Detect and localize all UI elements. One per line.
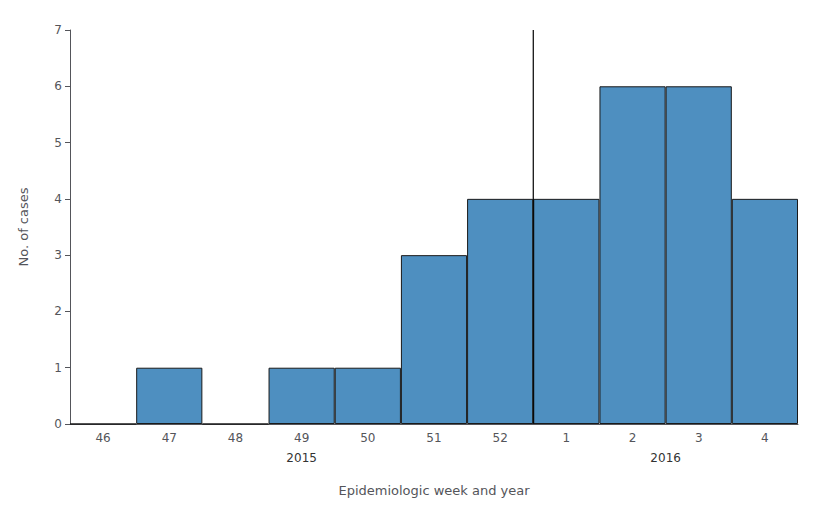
svg-text:4: 4 [761,431,769,445]
svg-text:4: 4 [54,192,62,206]
svg-text:46: 46 [95,431,110,445]
svg-text:0: 0 [54,417,62,431]
svg-text:1: 1 [563,431,571,445]
svg-text:7: 7 [54,23,62,37]
svg-text:2: 2 [629,431,637,445]
svg-text:47: 47 [162,431,177,445]
svg-text:Epidemiologic week and year: Epidemiologic week and year [338,483,530,498]
svg-text:5: 5 [54,136,62,150]
svg-text:3: 3 [695,431,703,445]
svg-text:No. of cases: No. of cases [16,187,31,266]
svg-text:52: 52 [493,431,508,445]
svg-text:49: 49 [294,431,309,445]
svg-text:2: 2 [54,304,62,318]
svg-text:6: 6 [54,79,62,93]
svg-text:3: 3 [54,248,62,262]
svg-text:2016: 2016 [650,451,681,465]
svg-text:51: 51 [426,431,441,445]
svg-text:1: 1 [54,361,62,375]
svg-text:50: 50 [360,431,375,445]
svg-text:48: 48 [228,431,243,445]
svg-text:2015: 2015 [286,451,317,465]
